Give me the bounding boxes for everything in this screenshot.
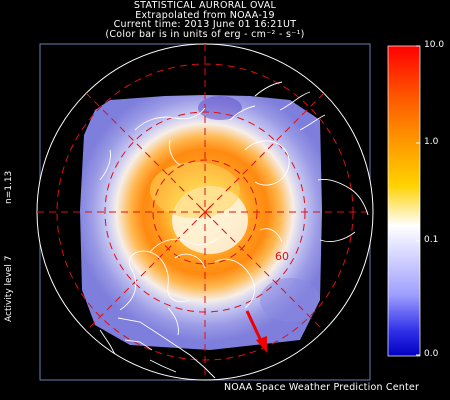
colorbar bbox=[387, 45, 421, 357]
colorbar-ticks bbox=[416, 45, 420, 356]
colorbar-tick-0: 0.0 bbox=[424, 349, 439, 359]
activity-level-label: Activity level 7 bbox=[4, 255, 14, 322]
colorbar-units-note: (Color bar is in units of erg - cm⁻² - s… bbox=[105, 28, 305, 40]
aurora-data bbox=[80, 95, 322, 350]
sun-direction-arrow bbox=[245, 310, 267, 353]
colorbar-tick-10: 10.0 bbox=[424, 40, 445, 50]
colorbar-tick-1: 1.0 bbox=[424, 137, 439, 147]
map-header: STATISTICAL AURORAL OVAL Extrapolated fr… bbox=[40, 1, 370, 39]
colorbar-tick-0-1: 0.1 bbox=[424, 235, 439, 245]
pole-marker bbox=[198, 205, 212, 219]
credit-footer: NOAA Space Weather Prediction Center bbox=[224, 382, 420, 393]
current-time: Current time: 2013 June 01 16:21UT bbox=[113, 19, 297, 31]
subtitle-source: Extrapolated from NOAA-19 bbox=[135, 9, 275, 21]
n-value-label: n=1.13 bbox=[4, 170, 14, 204]
coastlines bbox=[99, 81, 369, 379]
latitude-label: 60 bbox=[275, 250, 289, 263]
title: STATISTICAL AURORAL OVAL bbox=[133, 0, 277, 11]
